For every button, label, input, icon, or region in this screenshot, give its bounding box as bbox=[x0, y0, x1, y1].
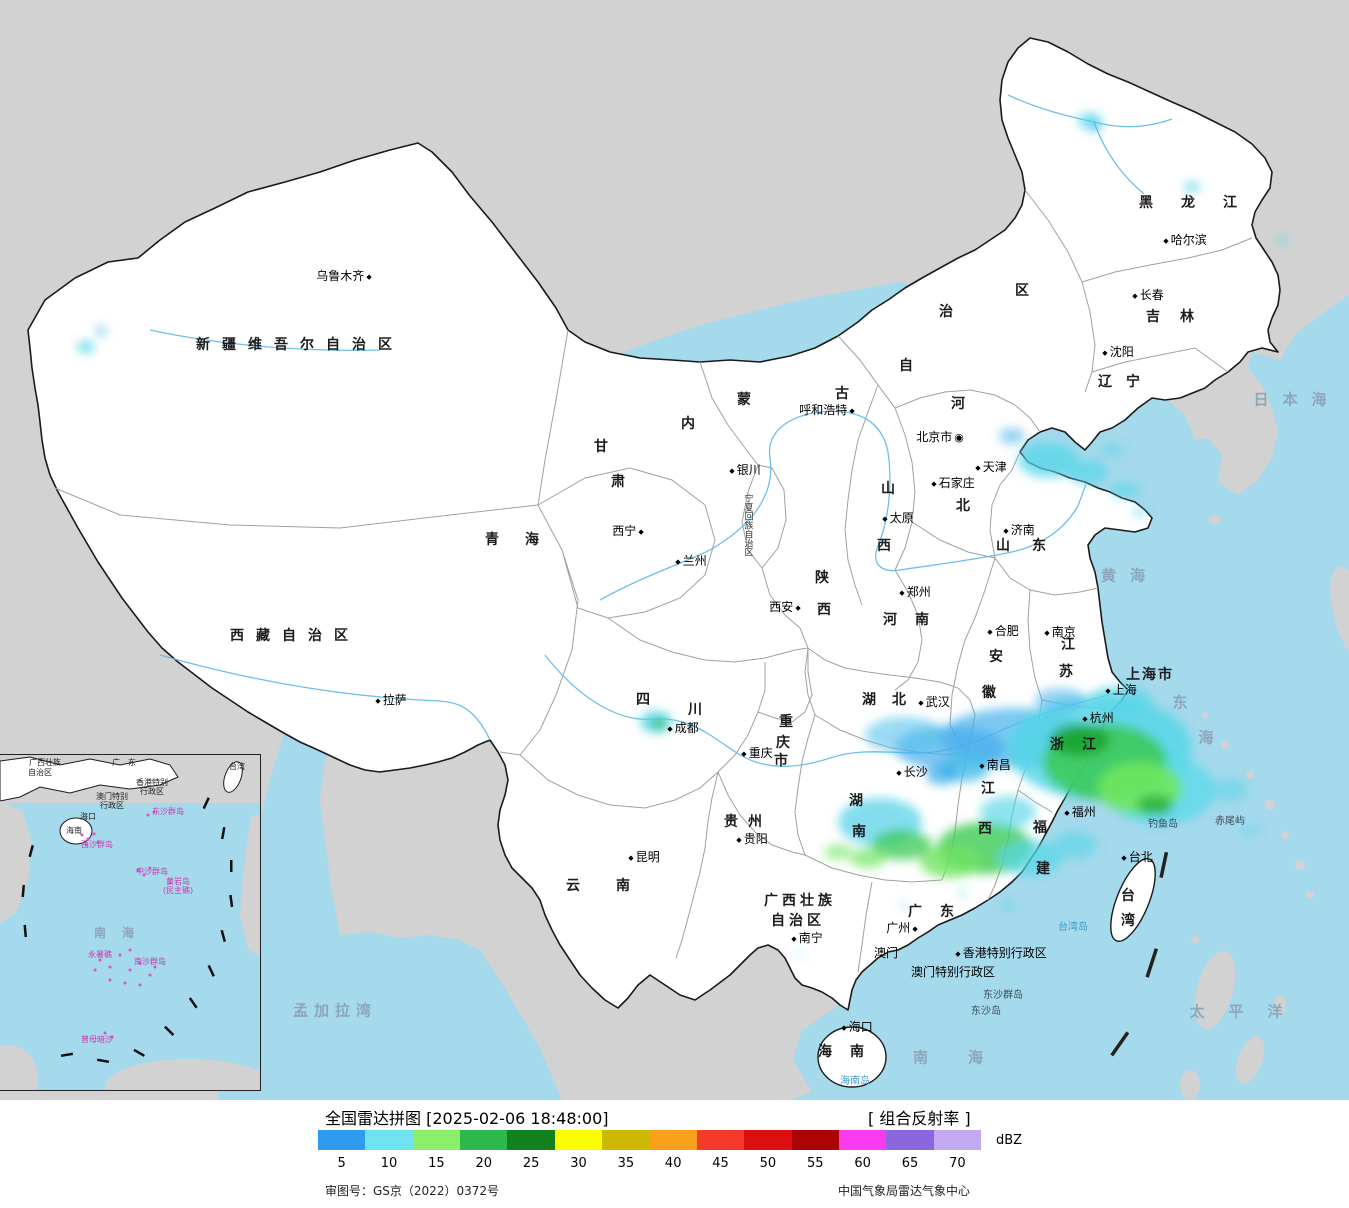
radar-echo bbox=[958, 890, 968, 896]
legend-product-type: [ 组合反射率 ] bbox=[868, 1109, 971, 1128]
radar-echo bbox=[1050, 724, 1110, 756]
map-review-number: 审图号：GS京（2022）0372号 bbox=[325, 1184, 499, 1198]
colorbar-tick: 20 bbox=[475, 1156, 493, 1171]
inset-philippines-land bbox=[240, 815, 260, 955]
inset-canvas bbox=[0, 755, 260, 1090]
colorbar-tick: 35 bbox=[617, 1156, 635, 1171]
radar-echo bbox=[1212, 778, 1248, 802]
colorbar-cell bbox=[412, 1130, 461, 1150]
hainan-island bbox=[817, 1026, 887, 1088]
radar-echo bbox=[926, 765, 958, 785]
radar-echo bbox=[920, 846, 980, 878]
south-china-sea-inset: 广西壮族 自治区 广东 台湾 香港特别 行政区 澳门特别 行政区 海口 海南 东沙群岛 西沙群岛 中沙群… bbox=[0, 754, 261, 1091]
inset-malay-land bbox=[0, 1045, 38, 1090]
colorbar-tick: 70 bbox=[949, 1156, 966, 1171]
colorbar-cell bbox=[696, 1130, 745, 1150]
radar-echo bbox=[824, 844, 852, 860]
inset-vietnam-land bbox=[0, 801, 32, 923]
colorbar-tick: 5 bbox=[337, 1156, 346, 1171]
colorbar-cell bbox=[791, 1130, 839, 1150]
colorbar bbox=[318, 1130, 982, 1150]
inset-taiwan-island bbox=[223, 761, 243, 793]
radar-echo-layer bbox=[77, 113, 1289, 958]
radar-echo bbox=[1132, 507, 1148, 517]
radar-echo bbox=[96, 327, 106, 335]
radar-echo bbox=[1110, 482, 1140, 498]
colorbar-cell bbox=[554, 1130, 603, 1150]
taiwan-island bbox=[1110, 858, 1156, 942]
radar-echo bbox=[1183, 182, 1201, 192]
colorbar-cell bbox=[933, 1130, 982, 1150]
colorbar-tick: 40 bbox=[664, 1156, 682, 1171]
radar-echo bbox=[1100, 444, 1124, 456]
inset-borneo-land bbox=[105, 1059, 260, 1090]
radar-echo bbox=[1277, 236, 1289, 244]
radar-echo bbox=[1240, 824, 1260, 836]
colorbar-unit: dBZ bbox=[996, 1133, 1023, 1148]
radar-echo bbox=[1018, 442, 1078, 478]
colorbar-cell bbox=[886, 1130, 934, 1150]
radar-echo bbox=[1001, 902, 1015, 910]
inset-island-reef-marks bbox=[80, 810, 172, 1039]
sea-boundary-dashes bbox=[1110, 851, 1169, 1057]
radar-echo bbox=[1053, 831, 1097, 859]
map-canvas bbox=[0, 0, 1349, 1100]
colorbar-cell bbox=[602, 1130, 650, 1150]
colorbar-cell bbox=[365, 1130, 413, 1150]
inset-hainan-island bbox=[59, 817, 93, 845]
colorbar-tick: 65 bbox=[901, 1156, 919, 1171]
radar-echo bbox=[1091, 123, 1101, 131]
colorbar-tick: 60 bbox=[854, 1156, 871, 1171]
colorbar-tick: 10 bbox=[380, 1156, 398, 1171]
radar-echo bbox=[865, 717, 945, 753]
agency-credit: 中国气象局雷达气象中心 bbox=[838, 1184, 971, 1198]
legend-panel: 全国雷达拼图 [2025-02-06 18:48:00] [ 组合反射率 ] d… bbox=[0, 1100, 1349, 1208]
colorbar-tick: 15 bbox=[428, 1156, 445, 1171]
colorbar-ticks: 5 10 15 20 25 30 35 40 45 50 55 60 65 70 bbox=[318, 1156, 981, 1171]
colorbar-cell bbox=[318, 1130, 366, 1150]
colorbar-cell bbox=[838, 1130, 887, 1150]
colorbar-tick: 30 bbox=[570, 1156, 587, 1171]
radar-echo bbox=[1035, 688, 1085, 712]
outlying-foreign-islands bbox=[1180, 516, 1349, 1100]
colorbar-cell bbox=[649, 1130, 697, 1150]
colorbar-tick: 50 bbox=[759, 1156, 777, 1171]
radar-echo bbox=[998, 840, 1062, 876]
radar-echo bbox=[795, 952, 805, 958]
radar-echo bbox=[1137, 795, 1173, 815]
inset-china-land bbox=[0, 756, 179, 802]
colorbar-tick: 55 bbox=[807, 1156, 824, 1171]
radar-echo bbox=[900, 902, 910, 908]
radar-echo bbox=[652, 719, 666, 729]
colorbar-cell bbox=[744, 1130, 792, 1150]
radar-echo bbox=[872, 830, 932, 860]
inset-boundary-dashes bbox=[21, 797, 234, 1064]
colorbar-cell bbox=[507, 1130, 555, 1150]
colorbar-tick: 45 bbox=[712, 1156, 729, 1171]
radar-echo bbox=[850, 848, 886, 868]
radar-echo bbox=[1068, 460, 1108, 484]
legend-title: 全国雷达拼图 [2025-02-06 18:48:00] bbox=[325, 1109, 609, 1128]
radar-echo bbox=[1088, 686, 1152, 714]
colorbar-cell bbox=[460, 1130, 508, 1150]
colorbar-tick: 25 bbox=[522, 1156, 540, 1171]
inset-sea bbox=[0, 755, 260, 1090]
radar-echo bbox=[77, 341, 95, 353]
radar-echo bbox=[980, 796, 1036, 828]
radar-echo bbox=[999, 428, 1025, 444]
